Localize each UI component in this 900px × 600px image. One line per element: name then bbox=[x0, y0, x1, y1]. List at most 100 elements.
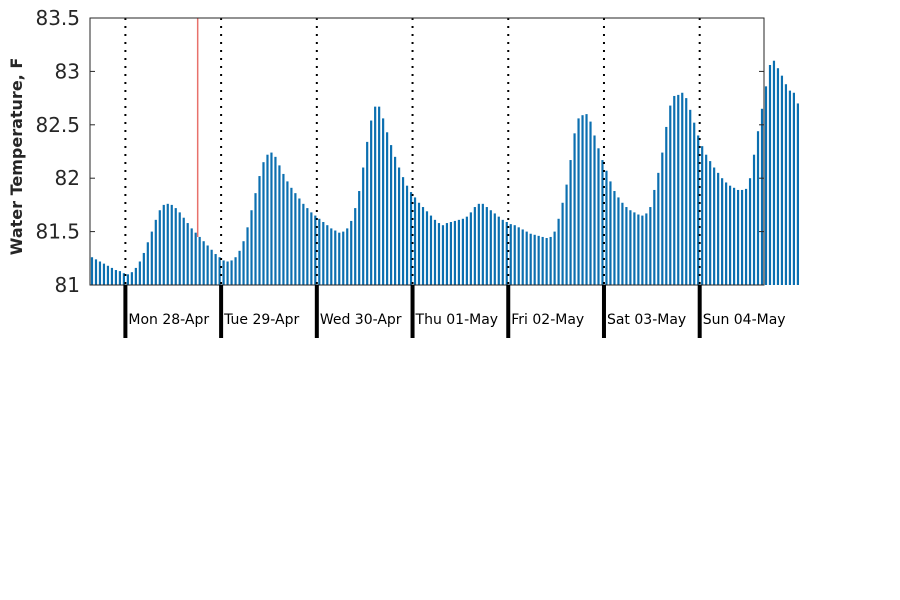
bar bbox=[501, 219, 504, 285]
bar bbox=[118, 271, 121, 285]
y-axis-title: Water Temperature, F bbox=[7, 58, 26, 256]
bar bbox=[589, 121, 592, 285]
bar bbox=[732, 187, 736, 285]
bar bbox=[637, 214, 640, 285]
bar bbox=[736, 189, 740, 285]
bar bbox=[234, 257, 237, 285]
bar bbox=[780, 75, 784, 285]
bar bbox=[366, 141, 369, 285]
bar bbox=[182, 217, 185, 285]
bar bbox=[142, 252, 145, 285]
bar bbox=[613, 191, 616, 285]
bar bbox=[517, 227, 520, 285]
bar bbox=[154, 219, 157, 285]
bar bbox=[609, 181, 612, 285]
bar bbox=[298, 198, 301, 285]
bar bbox=[409, 192, 413, 285]
bar bbox=[577, 118, 580, 285]
bar bbox=[581, 115, 584, 285]
bar bbox=[397, 167, 401, 285]
bar bbox=[242, 241, 245, 285]
bar bbox=[573, 133, 576, 285]
bar bbox=[493, 213, 496, 285]
bar bbox=[326, 225, 329, 285]
bar bbox=[266, 154, 269, 285]
bar bbox=[170, 204, 173, 285]
bar bbox=[386, 132, 389, 285]
bar bbox=[302, 203, 305, 285]
bar bbox=[645, 213, 648, 285]
bar bbox=[218, 257, 221, 285]
bar bbox=[246, 227, 249, 285]
day-label: Sat 03-May bbox=[607, 312, 686, 328]
bar bbox=[553, 231, 556, 285]
bar bbox=[461, 218, 464, 285]
bar-series bbox=[90, 60, 799, 286]
bar bbox=[565, 184, 568, 285]
day-label: Mon 28-Apr bbox=[128, 312, 209, 328]
bar bbox=[633, 212, 636, 285]
bar bbox=[186, 223, 189, 285]
bar bbox=[437, 223, 441, 285]
bar bbox=[146, 242, 149, 285]
bar bbox=[322, 221, 325, 285]
day-label: Fri 02-May bbox=[511, 312, 584, 328]
y-tick-label: 81 bbox=[55, 273, 80, 297]
bar bbox=[665, 126, 668, 285]
bar bbox=[338, 232, 341, 285]
day-label: Thu 01-May bbox=[415, 312, 499, 328]
bar bbox=[374, 106, 377, 285]
bar bbox=[561, 202, 564, 285]
bar bbox=[725, 182, 728, 285]
bar bbox=[238, 250, 241, 285]
bar bbox=[796, 103, 799, 285]
bar bbox=[330, 228, 333, 285]
bar bbox=[533, 234, 536, 285]
bar bbox=[505, 221, 508, 285]
bar bbox=[465, 216, 468, 285]
bar bbox=[425, 211, 429, 285]
bar bbox=[529, 233, 532, 285]
bar bbox=[457, 219, 460, 285]
bar bbox=[282, 173, 285, 285]
bar bbox=[429, 215, 433, 285]
bar bbox=[258, 176, 261, 285]
bar bbox=[262, 162, 265, 285]
bar bbox=[310, 212, 313, 285]
bar bbox=[417, 202, 421, 285]
bar bbox=[114, 270, 118, 285]
bar bbox=[772, 60, 776, 285]
bar bbox=[162, 204, 165, 285]
bar bbox=[134, 267, 137, 285]
bar bbox=[768, 64, 772, 286]
bar bbox=[445, 223, 449, 285]
bar bbox=[250, 210, 253, 285]
y-tick-label: 83.5 bbox=[35, 6, 80, 30]
bar bbox=[122, 273, 125, 285]
bar bbox=[433, 219, 437, 285]
bar bbox=[278, 165, 281, 285]
bar bbox=[318, 218, 321, 285]
bar bbox=[601, 160, 604, 285]
bar bbox=[254, 193, 257, 285]
bar bbox=[190, 228, 193, 285]
bar bbox=[513, 225, 516, 285]
bar bbox=[701, 146, 704, 285]
bar bbox=[537, 235, 540, 285]
bar bbox=[709, 161, 712, 285]
bar bbox=[557, 218, 560, 285]
y-tick-label: 82.5 bbox=[35, 113, 80, 137]
bar bbox=[306, 208, 309, 285]
bar bbox=[776, 68, 780, 285]
bar bbox=[673, 95, 676, 286]
bar bbox=[497, 216, 500, 285]
bar bbox=[421, 207, 425, 285]
bar bbox=[473, 207, 476, 285]
bar bbox=[641, 215, 644, 285]
bar bbox=[693, 122, 696, 285]
bar bbox=[150, 231, 153, 285]
bar bbox=[788, 90, 792, 286]
bar bbox=[342, 231, 345, 285]
bar bbox=[126, 274, 129, 285]
bar bbox=[569, 160, 572, 285]
